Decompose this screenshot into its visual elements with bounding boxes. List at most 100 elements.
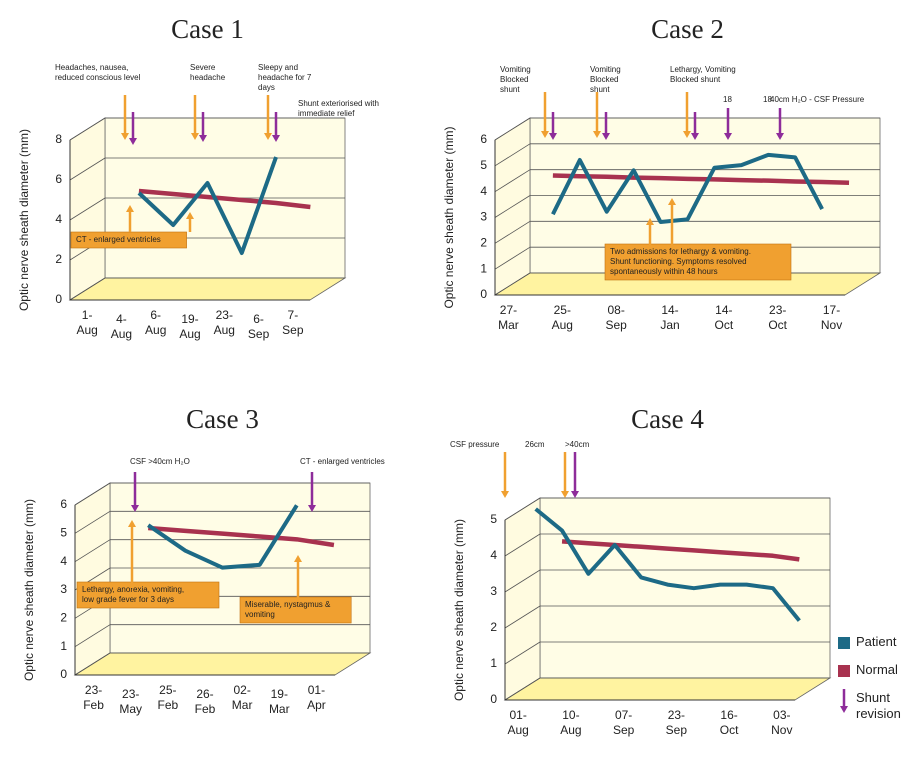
y-axis-label: Optic nerve sheath diameter (mm) <box>22 499 36 681</box>
arrow-head <box>308 505 316 512</box>
y-tick-label: 2 <box>55 252 62 266</box>
x-tick-label: 23-Sep <box>666 708 688 737</box>
annotation: CT - enlarged ventricles <box>76 235 161 244</box>
x-tick-label: 02-Mar <box>232 683 253 712</box>
x-tick-label: 7-Sep <box>282 308 304 337</box>
y-tick-label: 1 <box>60 639 67 653</box>
arrow-head <box>264 133 272 140</box>
x-tick-label: 08-Sep <box>605 303 627 332</box>
annotation: CSF >40cm H₂O <box>130 457 190 466</box>
legend-label: Normal <box>856 662 898 677</box>
arrow-head <box>724 133 732 140</box>
arrow-head <box>549 133 557 140</box>
annotation: Lethargy, Vomiting Blocked shunt <box>670 65 738 84</box>
grid-line <box>504 677 541 701</box>
annotation: Two admissions for lethargy & vomiting. … <box>610 247 753 276</box>
y-tick-label: 5 <box>60 526 67 540</box>
arrow-head <box>776 133 784 140</box>
arrow-head <box>602 133 610 140</box>
patient-line <box>534 507 801 622</box>
x-tick-label: 27-Mar <box>498 303 519 332</box>
chart-panel: Case 4 Optic nerve sheath diameter (mm) 0 1… <box>450 404 832 737</box>
legend: Patient Normal Shunt revision <box>838 634 901 721</box>
grid-line <box>69 277 106 301</box>
grid-line <box>494 246 531 270</box>
chart-title: Case 3 <box>186 404 259 434</box>
arrow-head <box>571 491 579 498</box>
annotation: 40cm H₂O - CSF Pressure <box>770 95 865 104</box>
normal-line <box>552 173 850 185</box>
grid-line <box>504 569 541 593</box>
y-tick-label: 5 <box>490 512 497 526</box>
patient-line <box>147 504 299 570</box>
y-tick-label: 2 <box>480 236 487 250</box>
y-tick-label: 8 <box>55 132 62 146</box>
arrow-head <box>501 491 509 498</box>
chart-title: Case 4 <box>631 404 704 434</box>
annotation: Vomiting Blocked shunt <box>590 65 623 94</box>
x-tick-label: 1-Aug <box>76 308 97 337</box>
arrow-head <box>128 520 136 527</box>
arrow-head <box>186 212 194 219</box>
y-tick-label: 6 <box>60 497 67 511</box>
x-tick-label: 23-Feb <box>83 683 104 712</box>
legend-label: Patient <box>856 634 897 649</box>
annotation: CSF pressure <box>450 440 500 449</box>
grid-line <box>74 652 111 676</box>
y-tick-label: 6 <box>480 132 487 146</box>
arrow-head <box>272 135 280 142</box>
annotation: Vomiting Blocked shunt <box>500 65 533 94</box>
grid-line <box>494 169 531 193</box>
annotation: 18 <box>763 95 772 104</box>
legend-swatch <box>838 665 850 677</box>
annotation: Severe headache <box>190 63 226 82</box>
x-tick-label: 07-Sep <box>613 708 635 737</box>
arrow-head <box>683 131 691 138</box>
x-tick-label: 25-Feb <box>158 683 179 712</box>
y-tick-label: 1 <box>490 656 497 670</box>
annotation: Miserable, nystagmus & vomiting <box>245 600 333 619</box>
annotation: Sleepy and headache for 7 days <box>258 63 314 92</box>
x-tick-label: 03-Nov <box>771 708 792 737</box>
arrow-head <box>121 133 129 140</box>
arrow-head <box>199 135 207 142</box>
patient-line <box>137 156 278 255</box>
chart-panel: Case 3 Optic nerve sheath diameter (mm) 0 1… <box>22 404 385 716</box>
normal-line <box>148 525 335 548</box>
arrow-head <box>541 131 549 138</box>
y-tick-label: 0 <box>490 692 497 706</box>
x-tick-label: 6-Aug <box>145 308 166 337</box>
annotation-box <box>604 243 792 281</box>
x-tick-label: 23-Oct <box>768 303 787 332</box>
y-tick-label: 0 <box>60 667 67 681</box>
grid-line <box>494 143 531 167</box>
grid-line <box>494 220 531 244</box>
x-tick-label: 19-Aug <box>179 312 200 341</box>
grid-line <box>504 605 541 629</box>
x-tick-label: 14-Jan <box>660 303 679 332</box>
arrow-head <box>691 133 699 140</box>
chart-panel: Case 1 Optic nerve sheath diameter (mm) 0 2… <box>17 14 381 341</box>
annotation: Shunt exteriorised with immediate relief <box>298 99 381 118</box>
arrow-head <box>126 205 134 212</box>
arrow-head <box>129 138 137 145</box>
annotation-box <box>239 596 352 624</box>
y-tick-label: 0 <box>480 287 487 301</box>
grid-line <box>69 117 106 141</box>
arrow-head <box>593 131 601 138</box>
side-wall <box>504 497 541 701</box>
annotation-box <box>76 581 220 609</box>
x-tick-label: 19-Mar <box>269 687 290 716</box>
y-axis-label: Optic nerve sheath diameter (mm) <box>452 519 466 701</box>
y-axis-label: Optic nerve sheath diameter (mm) <box>442 126 456 308</box>
y-tick-label: 3 <box>490 584 497 598</box>
arrow-head <box>294 555 302 562</box>
y-tick-label: 3 <box>60 582 67 596</box>
grid-line <box>69 157 106 181</box>
y-tick-label: 6 <box>55 172 62 186</box>
grid-line <box>69 197 106 221</box>
y-tick-label: 2 <box>60 611 67 625</box>
x-tick-label: 26-Feb <box>195 687 216 716</box>
grid-line <box>504 497 541 521</box>
